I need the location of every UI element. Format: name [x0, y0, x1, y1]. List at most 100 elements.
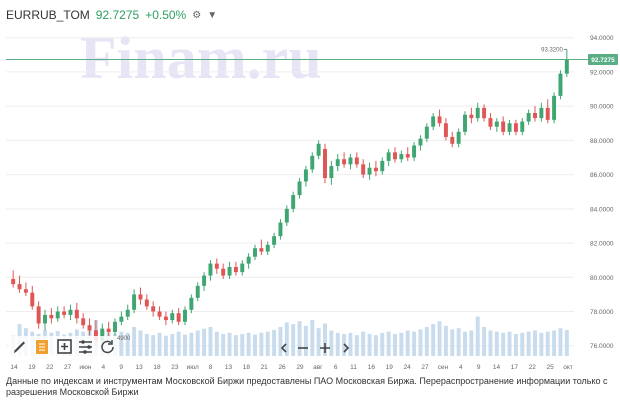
indicators-icon[interactable] — [79, 340, 92, 354]
candle[interactable] — [412, 142, 417, 161]
candle[interactable] — [240, 260, 245, 276]
candles[interactable] — [11, 49, 569, 346]
chevron-down-icon[interactable]: ▼ — [207, 9, 218, 21]
candle[interactable] — [431, 112, 436, 131]
candle[interactable] — [386, 148, 391, 167]
candle[interactable] — [214, 258, 219, 274]
candle[interactable] — [513, 119, 518, 136]
candle[interactable] — [55, 306, 60, 322]
candle[interactable] — [348, 154, 353, 170]
candle[interactable] — [533, 106, 537, 122]
settings-icon[interactable]: ⚙ — [192, 9, 202, 21]
candle[interactable] — [456, 128, 461, 148]
candle[interactable] — [233, 261, 238, 276]
candle[interactable] — [138, 287, 143, 305]
candle[interactable] — [494, 118, 499, 132]
candle[interactable] — [30, 285, 35, 310]
candle[interactable] — [539, 102, 544, 122]
candle[interactable] — [367, 162, 372, 180]
candle[interactable] — [520, 118, 525, 136]
candle[interactable] — [176, 308, 181, 326]
candle[interactable] — [526, 109, 531, 125]
candle[interactable] — [151, 301, 156, 317]
candle[interactable] — [43, 309, 47, 331]
candle[interactable] — [443, 118, 448, 141]
candle[interactable] — [195, 282, 200, 302]
candle[interactable] — [475, 102, 480, 122]
candle[interactable] — [189, 294, 194, 314]
candle[interactable] — [62, 306, 67, 319]
candle[interactable] — [545, 99, 550, 124]
candle[interactable] — [157, 306, 162, 321]
candle[interactable] — [144, 294, 149, 310]
pencil-icon[interactable] — [14, 341, 25, 354]
candle[interactable] — [329, 160, 334, 185]
candle[interactable] — [469, 107, 474, 124]
candle[interactable] — [323, 143, 327, 184]
candle[interactable] — [558, 70, 563, 100]
candle[interactable] — [303, 166, 308, 187]
candle[interactable] — [81, 313, 86, 329]
candle[interactable] — [335, 154, 340, 172]
candle[interactable] — [310, 152, 315, 173]
candle[interactable] — [393, 147, 397, 163]
candle[interactable] — [119, 311, 124, 326]
candle[interactable] — [291, 191, 296, 213]
candle[interactable] — [183, 306, 187, 326]
candle[interactable] — [265, 241, 270, 256]
candle[interactable] — [227, 261, 232, 279]
candle[interactable] — [507, 119, 512, 136]
candle[interactable] — [316, 140, 321, 160]
chevron-right-icon[interactable] — [343, 343, 350, 353]
candle[interactable] — [373, 160, 378, 177]
chart-toolbar[interactable]: 4900 — [8, 336, 350, 358]
candle[interactable] — [482, 104, 487, 122]
candle[interactable] — [488, 112, 493, 131]
symbol-name[interactable]: EURRUB_TOM — [6, 8, 90, 22]
price-chart[interactable]: Finam.ru 94.0000 92.0000 90.0000 88.0000 86.… — [0, 0, 620, 372]
candle[interactable] — [450, 131, 455, 148]
candle[interactable] — [361, 159, 366, 179]
candle[interactable] — [49, 308, 54, 324]
candle[interactable] — [418, 135, 423, 151]
candle[interactable] — [68, 304, 73, 321]
candle[interactable] — [113, 318, 117, 336]
candle[interactable] — [297, 178, 302, 199]
candle[interactable] — [163, 311, 168, 326]
candle[interactable] — [501, 116, 506, 136]
candle[interactable] — [399, 150, 404, 163]
candle[interactable] — [202, 272, 207, 291]
candle[interactable] — [278, 219, 283, 240]
candle[interactable] — [253, 244, 257, 261]
chevron-left-icon[interactable] — [280, 343, 287, 353]
candle[interactable] — [132, 289, 137, 314]
candle[interactable] — [208, 260, 213, 281]
candle[interactable] — [170, 309, 175, 324]
candle[interactable] — [564, 49, 569, 78]
candle[interactable] — [354, 152, 359, 168]
zoom-in-icon[interactable] — [320, 343, 330, 353]
reset-icon[interactable] — [101, 340, 114, 354]
candle[interactable] — [424, 123, 429, 143]
candle[interactable] — [11, 270, 16, 288]
candle[interactable] — [74, 302, 79, 324]
candle[interactable] — [87, 318, 92, 336]
candle[interactable] — [380, 157, 385, 175]
candle[interactable] — [259, 239, 264, 256]
candle[interactable] — [552, 92, 557, 124]
candle[interactable] — [106, 321, 111, 338]
candle[interactable] — [221, 263, 226, 279]
candle[interactable] — [17, 275, 22, 293]
candle[interactable] — [246, 253, 251, 269]
candle[interactable] — [36, 301, 41, 329]
candle[interactable] — [272, 232, 277, 249]
candle[interactable] — [437, 109, 442, 127]
candle[interactable] — [342, 152, 347, 168]
candle[interactable] — [405, 147, 410, 161]
candle[interactable] — [23, 282, 28, 297]
candle[interactable] — [463, 111, 467, 136]
candle[interactable] — [125, 304, 130, 321]
add-chart-icon[interactable] — [57, 339, 72, 354]
candle[interactable] — [284, 205, 289, 226]
bookmark-icon[interactable] — [36, 340, 48, 354]
